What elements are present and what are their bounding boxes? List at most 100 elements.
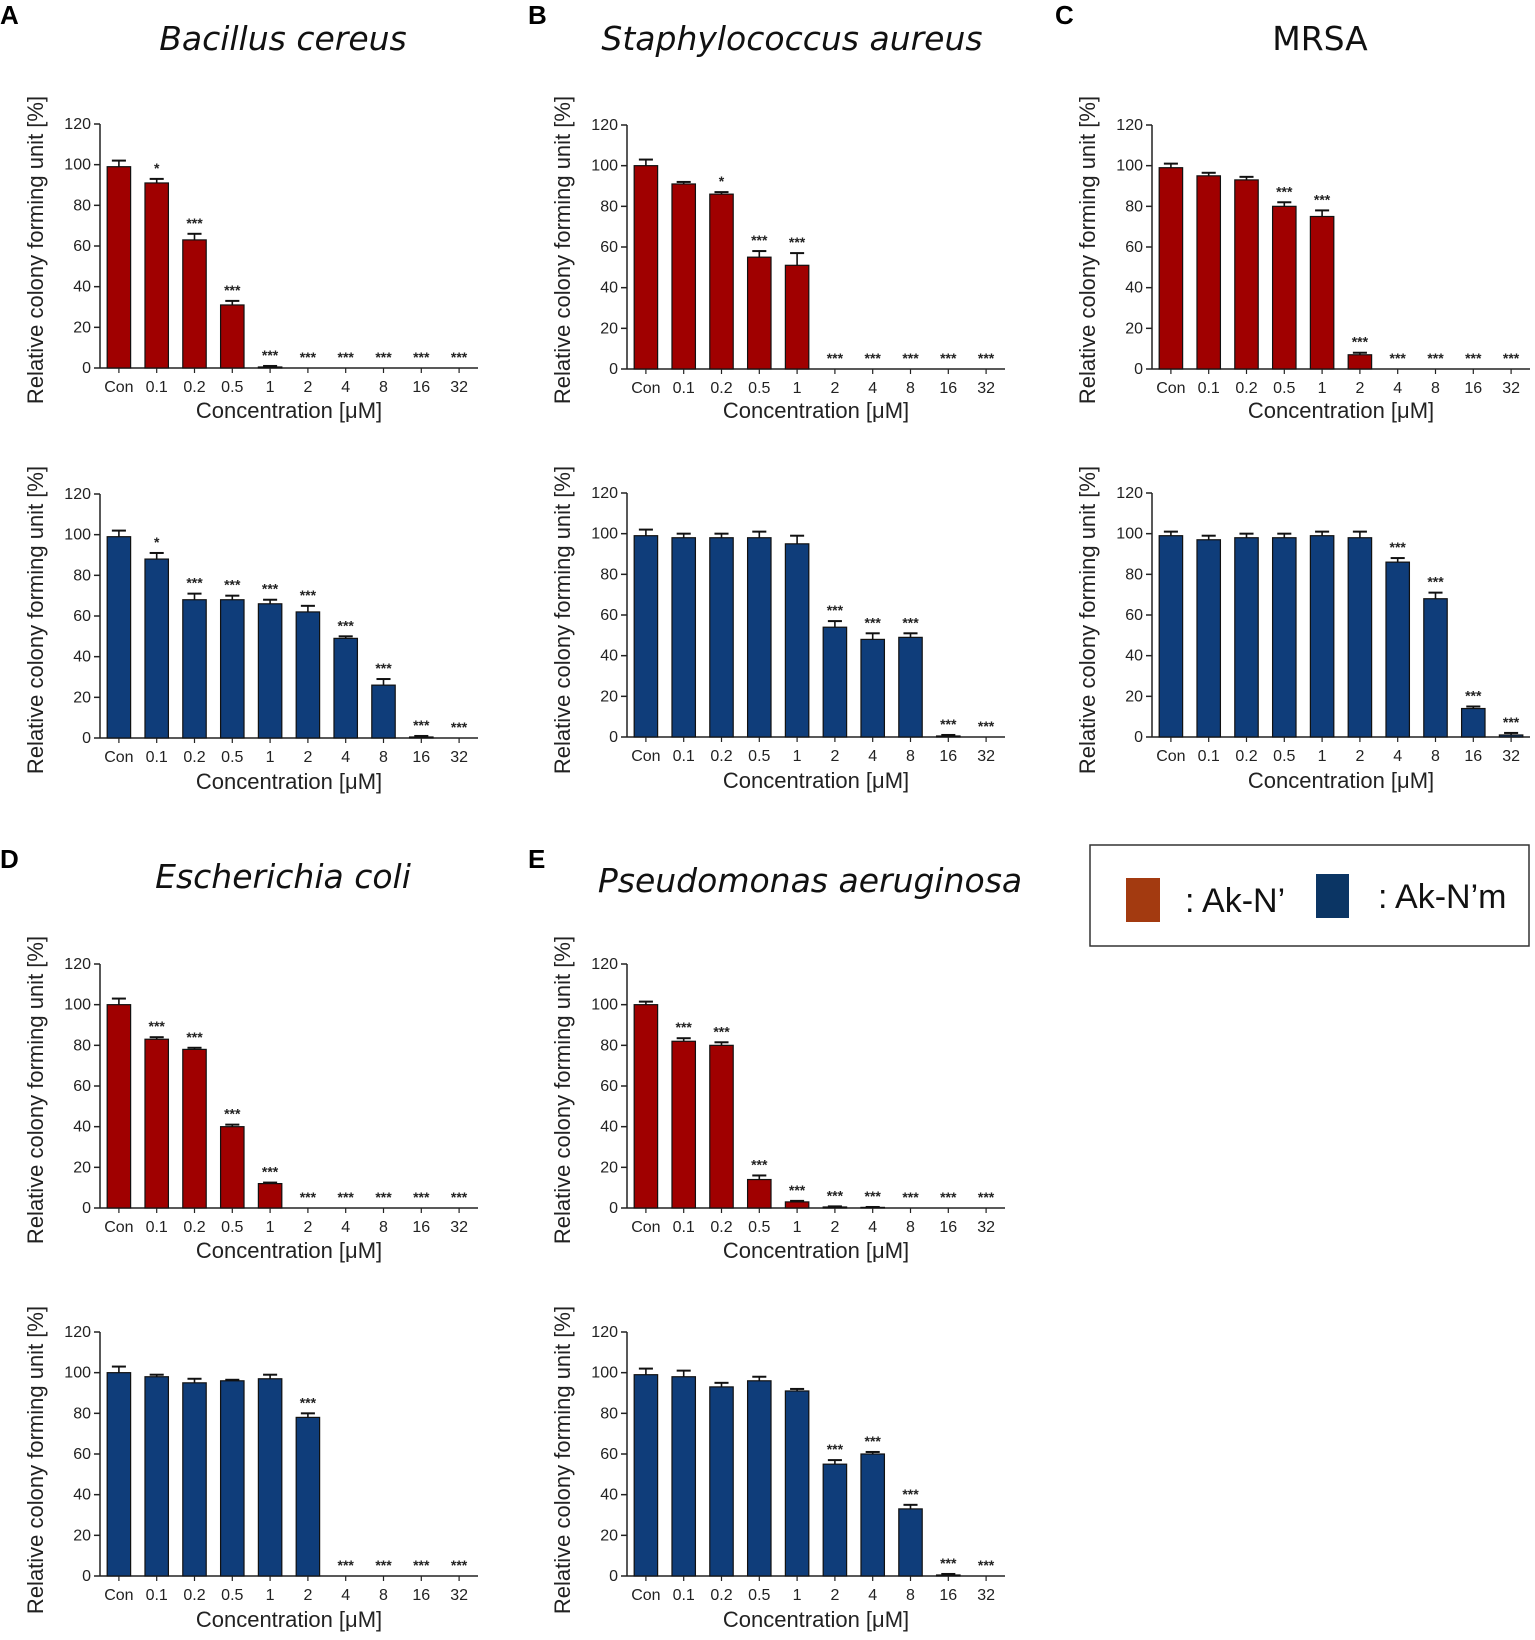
significance-label: ***	[827, 602, 844, 618]
x-tick-label: 32	[977, 1219, 995, 1236]
y-tick-label: 100	[1116, 158, 1143, 175]
y-tick-label: 20	[600, 320, 618, 337]
bar	[822, 1463, 848, 1577]
bar	[106, 166, 132, 369]
significance-label: ***	[789, 234, 806, 250]
bar	[371, 684, 396, 739]
significance-label: ***	[375, 660, 392, 676]
x-tick-label: Con	[1156, 380, 1185, 397]
y-axis-label: Relative colony forming unit [%]	[23, 96, 48, 404]
significance-label: ***	[413, 349, 430, 365]
x-tick-label: 32	[450, 1219, 468, 1236]
chart-b-ak-n-prime: 0 20 40 60 80 100 120 Con 0.1 0.2 * 0.5 *** 1 *** 2 *** 4…	[550, 96, 1005, 423]
significance-label: ***	[262, 581, 279, 597]
x-tick-label: 32	[1502, 380, 1520, 397]
significance-label: ***	[1465, 688, 1482, 704]
y-axis-label: Relative colony forming unit [%]	[550, 96, 575, 404]
x-tick-label: 2	[1355, 748, 1364, 765]
bar	[1460, 707, 1486, 738]
y-axis-label: Relative colony forming unit [%]	[1075, 96, 1100, 404]
y-tick-label: 40	[600, 1487, 618, 1504]
bar	[1423, 598, 1448, 738]
x-tick-label: 32	[1502, 748, 1520, 765]
x-tick-label: Con	[104, 749, 133, 766]
panel-title-d: Escherichia coli	[155, 857, 411, 896]
significance-label: ***	[865, 350, 882, 366]
y-axis-label: Relative colony forming unit [%]	[23, 936, 48, 1244]
significance-label: ***	[940, 1555, 957, 1571]
panel-letter-b: B	[528, 0, 547, 30]
significance-label: ***	[978, 350, 995, 366]
y-tick-label: 40	[73, 649, 91, 666]
y-tick-label: 20	[73, 1159, 91, 1176]
x-axis-label: Concentration [μM]	[723, 1607, 909, 1632]
y-tick-label: 20	[1125, 688, 1143, 705]
y-tick-label: 0	[1134, 729, 1143, 746]
x-tick-label: 0.2	[710, 748, 732, 765]
bar	[709, 1386, 734, 1577]
bar	[709, 1044, 734, 1209]
bar	[1158, 535, 1184, 738]
y-tick-label: 40	[1125, 648, 1143, 665]
significance-label: ***	[451, 1189, 468, 1205]
panel-letter-c: C	[1055, 0, 1074, 30]
legend-label-ak-n-prime-m: : Ak-N’m	[1378, 878, 1506, 916]
x-tick-label: 0.2	[1235, 380, 1257, 397]
bar	[1309, 535, 1335, 738]
significance-label: ***	[1276, 183, 1293, 199]
bar	[1271, 537, 1297, 738]
panel-title-e: Pseudomonas aeruginosa	[598, 861, 1022, 900]
bar	[860, 638, 886, 738]
bar	[219, 1380, 245, 1577]
bar	[1271, 205, 1297, 370]
x-tick-label: 1	[793, 1587, 802, 1604]
x-tick-label: 8	[379, 1587, 388, 1604]
significance-label: ***	[1427, 574, 1444, 590]
bar	[935, 735, 961, 738]
x-axis-label: Concentration [μM]	[1248, 398, 1434, 423]
x-tick-label: Con	[631, 748, 660, 765]
bar	[671, 1040, 697, 1209]
y-tick-label: 0	[82, 360, 91, 377]
significance-label: ***	[375, 349, 392, 365]
bar	[219, 304, 245, 369]
y-axis-label: Relative colony forming unit [%]	[550, 466, 575, 774]
significance-label: ***	[300, 1394, 317, 1410]
y-tick-label: 80	[1125, 566, 1143, 583]
x-tick-label: 0.1	[146, 749, 168, 766]
bar	[898, 636, 923, 738]
x-tick-label: 1	[793, 1219, 802, 1236]
y-tick-label: 60	[73, 238, 91, 255]
x-tick-label: 0.5	[221, 1219, 243, 1236]
significance-label: ***	[827, 1187, 844, 1203]
x-axis-label: Concentration [μM]	[723, 398, 909, 423]
bar	[1196, 175, 1222, 370]
y-tick-label: 60	[73, 608, 91, 625]
x-tick-label: Con	[631, 1219, 660, 1236]
y-tick-label: 60	[73, 1078, 91, 1095]
y-tick-label: 80	[73, 1405, 91, 1422]
significance-label: ***	[375, 1189, 392, 1205]
bar	[106, 1004, 132, 1209]
significance-label: ***	[902, 1486, 919, 1502]
y-tick-label: 0	[82, 730, 91, 747]
x-axis-label: Concentration [μM]	[723, 768, 909, 793]
y-tick-label: 40	[1125, 280, 1143, 297]
x-tick-label: 0.1	[1198, 748, 1220, 765]
y-tick-label: 120	[591, 1324, 618, 1341]
bar	[822, 626, 848, 738]
y-tick-label: 60	[600, 1078, 618, 1095]
y-tick-label: 60	[73, 1446, 91, 1463]
x-tick-label: 8	[906, 380, 915, 397]
x-tick-label: 1	[266, 1587, 275, 1604]
significance-label: ***	[451, 349, 468, 365]
significance-label: ***	[865, 1433, 882, 1449]
significance-label: ***	[1503, 350, 1520, 366]
x-tick-label: 4	[341, 1219, 350, 1236]
y-tick-label: 40	[73, 279, 91, 296]
bar	[144, 1038, 170, 1209]
x-tick-label: 8	[906, 1219, 915, 1236]
chart-c-ak-n-prime-m: 0 20 40 60 80 100 120 Con 0.1 0.2 0.5 1 2 4 *** 8 *** 16 *…	[1075, 466, 1530, 793]
x-tick-label: 0.2	[710, 1219, 732, 1236]
significance-label: ***	[224, 1106, 241, 1122]
